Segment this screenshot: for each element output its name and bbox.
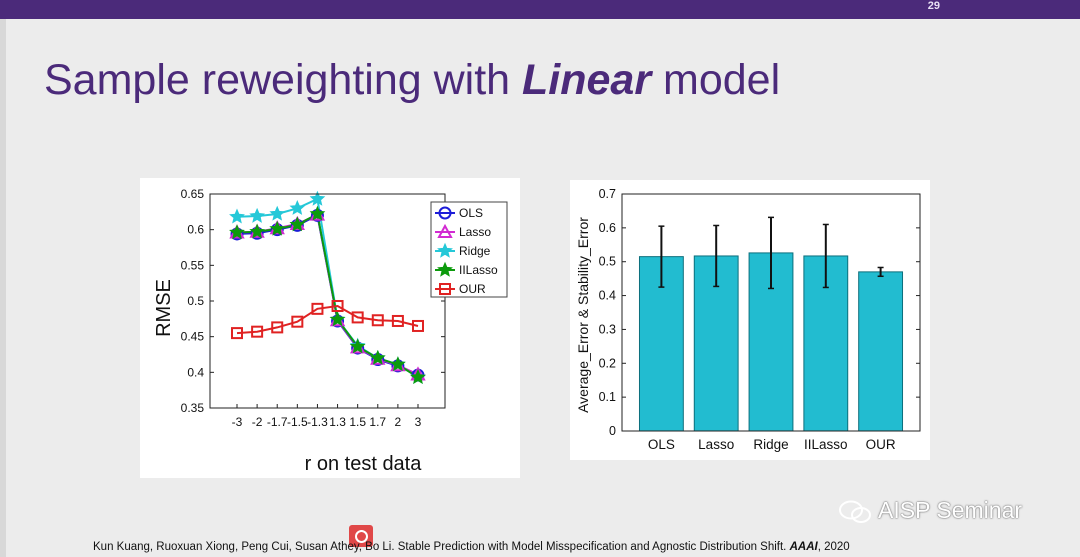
legend-marker-our <box>439 283 451 295</box>
point-iilasso <box>389 356 406 372</box>
watermark-text: AISP Seminar <box>878 497 1023 523</box>
y-tick-label: 0.4 <box>187 365 204 379</box>
y-tick-label: 0.4 <box>599 289 616 303</box>
x-tick-label: -1.5 <box>287 415 308 429</box>
point-our <box>291 315 304 328</box>
point-our <box>371 314 384 327</box>
point-ridge <box>309 190 326 206</box>
legend-marker-lasso <box>437 223 453 238</box>
y-tick-label: 0.6 <box>187 223 204 237</box>
x-tick-label: 1.7 <box>369 415 386 429</box>
x-tick-label: 2 <box>395 415 402 429</box>
line-chart-legend: OLS Lasso Ridge IILasso OUR <box>430 201 508 298</box>
point-ridge <box>269 205 286 221</box>
title-suffix: model <box>651 56 781 104</box>
point-our <box>351 311 364 324</box>
legend-label-ols: OLS <box>459 206 483 220</box>
point-our <box>311 302 324 315</box>
line-chart-xlabel: r on test data <box>305 453 423 475</box>
point-iilasso <box>289 216 306 232</box>
point-iilasso <box>309 205 326 221</box>
citation: Kun Kuang, Ruoxuan Xiong, Peng Cui, Susa… <box>93 541 850 553</box>
citation-venue: AAAI <box>789 541 818 553</box>
point-iilasso <box>269 220 286 236</box>
legend-marker-ridge <box>437 242 453 258</box>
y-tick-label: 0.45 <box>181 330 205 344</box>
point-ridge <box>249 207 266 223</box>
citation-text: Kun Kuang, Ruoxuan Xiong, Peng Cui, Susa… <box>93 541 790 553</box>
slide-title: Sample reweighting with Linear model <box>44 56 780 105</box>
legend-label-ridge: Ridge <box>459 244 491 258</box>
x-tick-label: -3 <box>232 415 243 429</box>
x-tick-label: 1.3 <box>329 415 346 429</box>
legend-marker-ols <box>438 206 452 220</box>
legend-label-our: OUR <box>459 282 486 296</box>
y-tick-label: 0.5 <box>187 294 204 308</box>
x-tick-label: -1.7 <box>267 415 288 429</box>
slide-number: 29 <box>927 0 940 12</box>
legend-marker-iilasso <box>437 261 453 277</box>
point-ridge <box>229 208 245 224</box>
wechat-logo-icon <box>839 500 871 523</box>
window-edge <box>0 19 6 557</box>
point-iilasso <box>410 369 426 385</box>
line-chart-ylabel: RMSE <box>153 279 175 337</box>
point-iilasso <box>369 349 386 365</box>
point-our <box>251 325 264 338</box>
title-prefix: Sample reweighting with <box>44 56 523 104</box>
bar-our <box>858 271 904 432</box>
point-iilasso <box>229 224 245 240</box>
bar-chart-ylabel: Average_Error & Stability_Error <box>575 217 591 413</box>
bar-plot-frame <box>621 193 921 432</box>
x-tick-label: -1.3 <box>307 415 328 429</box>
point-our <box>231 327 243 340</box>
x-tick-label: OUR <box>866 437 896 452</box>
y-tick-label: 0.35 <box>181 401 205 415</box>
error-bar-chart: 0 0.1 0.2 0.3 0.4 0.5 0.6 0.7 OLS Lasso Ridge IILa… <box>570 180 930 460</box>
legend-label-lasso: Lasso <box>459 225 491 239</box>
citation-year: , 2020 <box>817 541 850 553</box>
x-tick-label: Ridge <box>753 437 788 452</box>
y-tick-label: 0.2 <box>599 356 616 370</box>
point-iilasso <box>349 338 366 354</box>
y-tick-label: 0.5 <box>599 255 616 269</box>
x-tick-label: IILasso <box>804 437 848 452</box>
point-ridge <box>289 200 306 215</box>
x-tick-label: Lasso <box>698 437 734 452</box>
screen-recorder-icon[interactable] <box>349 525 373 547</box>
y-tick-label: 0.7 <box>599 187 616 201</box>
point-iilasso <box>329 311 346 327</box>
y-tick-label: 0.3 <box>599 322 616 336</box>
point-our <box>412 319 424 332</box>
y-tick-label: 0.55 <box>181 258 205 272</box>
y-tick-label: 0.65 <box>181 187 205 201</box>
y-tick-label: 0.6 <box>599 221 616 235</box>
y-tick-label: 0 <box>609 424 616 438</box>
series-line-our <box>236 304 419 335</box>
legend-label-iilasso: IILasso <box>459 263 498 277</box>
point-our <box>331 299 344 312</box>
x-tick-label: 1.5 <box>349 415 366 429</box>
x-tick-label: OLS <box>648 437 675 452</box>
x-tick-label: -2 <box>252 415 263 429</box>
title-emphasis: Linear <box>522 56 652 104</box>
series-line-iilasso <box>236 212 419 379</box>
slide-header-bar: 29 <box>0 0 1080 19</box>
point-our <box>391 314 404 327</box>
y-tick-label: 0.1 <box>599 390 616 404</box>
point-iilasso <box>249 223 266 239</box>
point-our <box>271 321 284 334</box>
rmse-line-chart: 0.35 0.4 0.45 0.5 0.55 0.6 0.65 -3 -2 -1.7 -1.5 -1… <box>140 178 520 478</box>
x-tick-label: 3 <box>415 415 422 429</box>
